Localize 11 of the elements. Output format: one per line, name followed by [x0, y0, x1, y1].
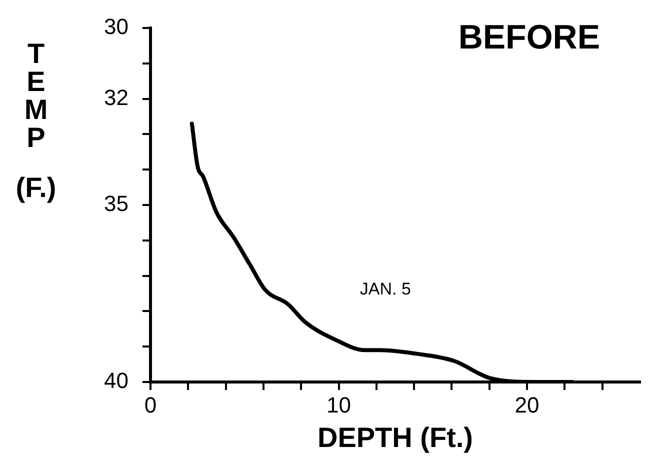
- x-axis-title: DEPTH (Ft.): [317, 422, 473, 453]
- x-tick-label: 10: [326, 392, 351, 418]
- x-tick-label: 0: [144, 392, 157, 418]
- y-tick-label: 35: [104, 191, 128, 216]
- chart-title: BEFORE: [458, 18, 600, 56]
- y-tick-label: 40: [104, 368, 128, 394]
- y-tick-label: 32: [104, 84, 128, 110]
- annotation: JAN. 5: [360, 280, 411, 299]
- x-tick-label: 20: [514, 392, 540, 418]
- y-axis-title: TEMP (F.): [14, 38, 58, 203]
- y-tick-label: 30: [104, 14, 128, 40]
